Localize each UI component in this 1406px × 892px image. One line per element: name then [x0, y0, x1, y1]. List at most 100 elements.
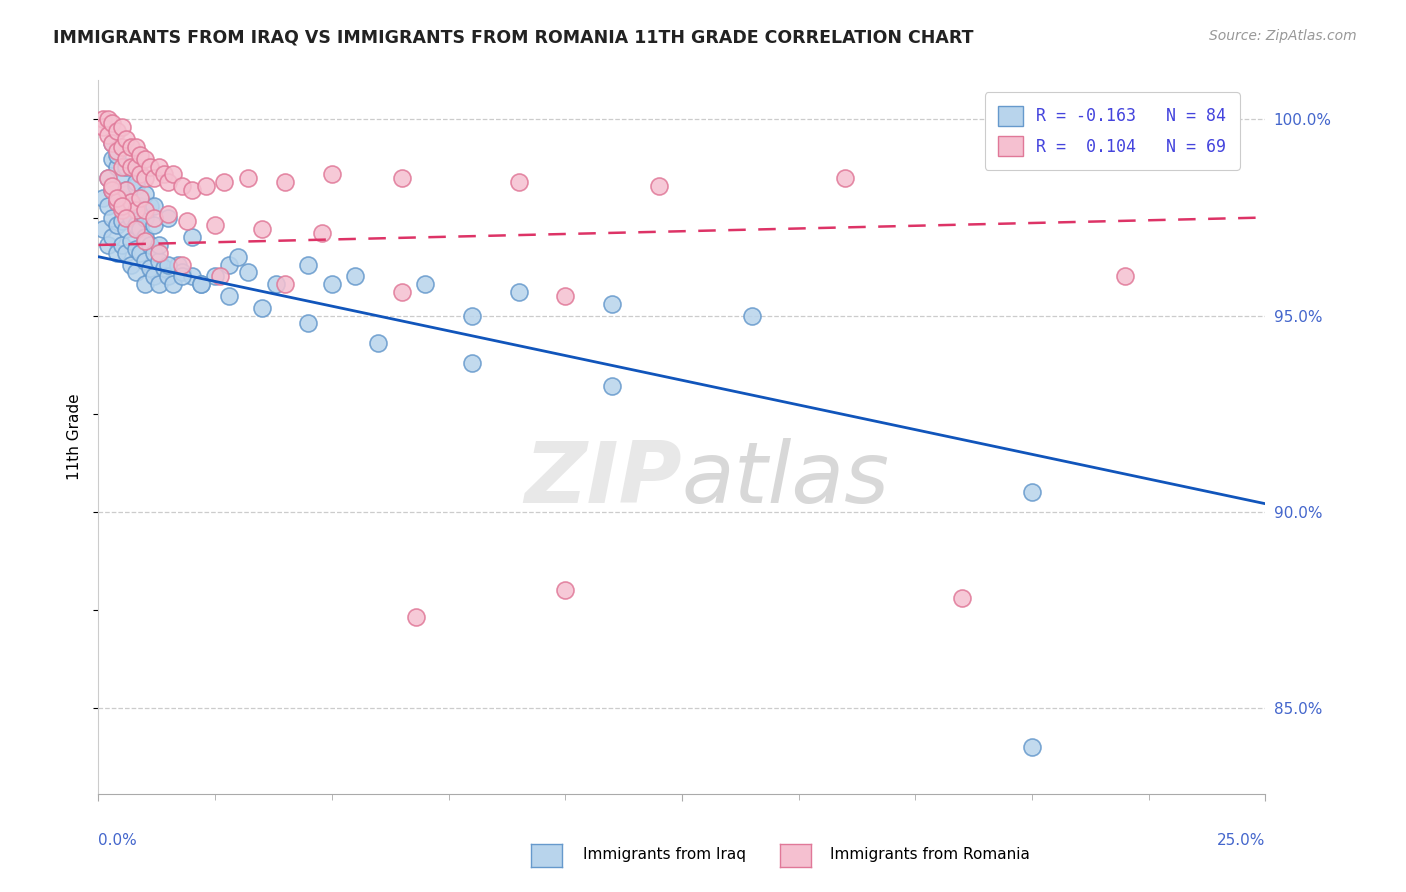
Point [115, 202, 138, 217]
Point [97, 128, 120, 143]
Point [218, 258, 240, 272]
Point [344, 269, 367, 284]
Point [115, 245, 138, 260]
Point [111, 191, 134, 205]
Point [1021, 485, 1043, 500]
Point [405, 610, 427, 624]
Point [105, 124, 128, 138]
Point [111, 202, 134, 217]
Point [297, 258, 319, 272]
Text: Source: ZipAtlas.com: Source: ZipAtlas.com [1209, 29, 1357, 43]
Point [250, 222, 273, 236]
Point [1021, 739, 1043, 754]
Point [157, 175, 180, 189]
Point [236, 171, 259, 186]
Point [461, 309, 484, 323]
Point [950, 591, 973, 605]
Point [228, 250, 250, 264]
Point [554, 582, 576, 597]
Point [111, 199, 134, 213]
Point [391, 171, 413, 186]
Point [91, 191, 114, 205]
Point [166, 258, 188, 272]
Point [143, 269, 166, 284]
Point [105, 194, 128, 209]
Point [129, 191, 152, 205]
Point [834, 171, 856, 186]
Point [120, 258, 142, 272]
Point [125, 160, 148, 174]
Text: 0.0%: 0.0% [98, 833, 138, 848]
Point [157, 206, 180, 220]
Point [105, 194, 128, 209]
Point [125, 265, 148, 279]
Point [115, 152, 138, 166]
Point [143, 219, 166, 233]
Point [204, 269, 226, 284]
Point [111, 140, 134, 154]
Point [111, 238, 134, 252]
Point [115, 222, 138, 236]
Point [176, 214, 198, 228]
Point [190, 277, 212, 292]
Point [91, 120, 114, 135]
Point [101, 136, 124, 150]
Point [214, 175, 236, 189]
Point [101, 183, 124, 197]
Point [97, 112, 120, 127]
Text: atlas: atlas [682, 438, 890, 522]
Point [180, 269, 202, 284]
Point [125, 222, 148, 236]
Point [508, 285, 530, 299]
Point [143, 211, 166, 225]
Point [274, 175, 297, 189]
Point [125, 202, 148, 217]
Point [172, 269, 194, 284]
Point [311, 226, 333, 240]
Point [143, 171, 166, 186]
Point [101, 136, 124, 150]
Y-axis label: 11th Grade: 11th Grade [67, 393, 83, 481]
Point [321, 167, 343, 181]
Point [391, 285, 413, 299]
Point [172, 258, 194, 272]
Point [111, 160, 134, 174]
Point [91, 222, 114, 236]
Legend: R = -0.163   N = 84, R =  0.104   N = 69: R = -0.163 N = 84, R = 0.104 N = 69 [984, 92, 1240, 169]
Point [120, 160, 142, 174]
Point [129, 245, 152, 260]
Point [105, 144, 128, 158]
Point [134, 234, 156, 248]
Text: IMMIGRANTS FROM IRAQ VS IMMIGRANTS FROM ROMANIA 11TH GRADE CORRELATION CHART: IMMIGRANTS FROM IRAQ VS IMMIGRANTS FROM … [53, 29, 974, 46]
Point [101, 183, 124, 197]
Point [97, 171, 120, 186]
Point [134, 230, 156, 244]
Point [250, 301, 273, 315]
Point [101, 179, 124, 194]
Text: Immigrants from Romania: Immigrants from Romania [830, 847, 1029, 862]
Point [190, 277, 212, 292]
Point [115, 132, 138, 146]
Point [101, 116, 124, 130]
Point [105, 245, 128, 260]
Point [204, 219, 226, 233]
Point [554, 289, 576, 303]
Text: ZIP: ZIP [524, 438, 682, 522]
Point [134, 152, 156, 166]
Point [111, 214, 134, 228]
Point [125, 219, 148, 233]
Point [236, 265, 259, 279]
Point [105, 160, 128, 174]
Point [129, 167, 152, 181]
Point [120, 140, 142, 154]
Point [134, 253, 156, 268]
Point [274, 277, 297, 292]
Point [125, 179, 148, 194]
Point [139, 238, 162, 252]
Point [115, 183, 138, 197]
Point [152, 167, 174, 181]
Point [134, 171, 156, 186]
Point [647, 179, 669, 194]
Point [120, 194, 142, 209]
Point [91, 112, 114, 127]
